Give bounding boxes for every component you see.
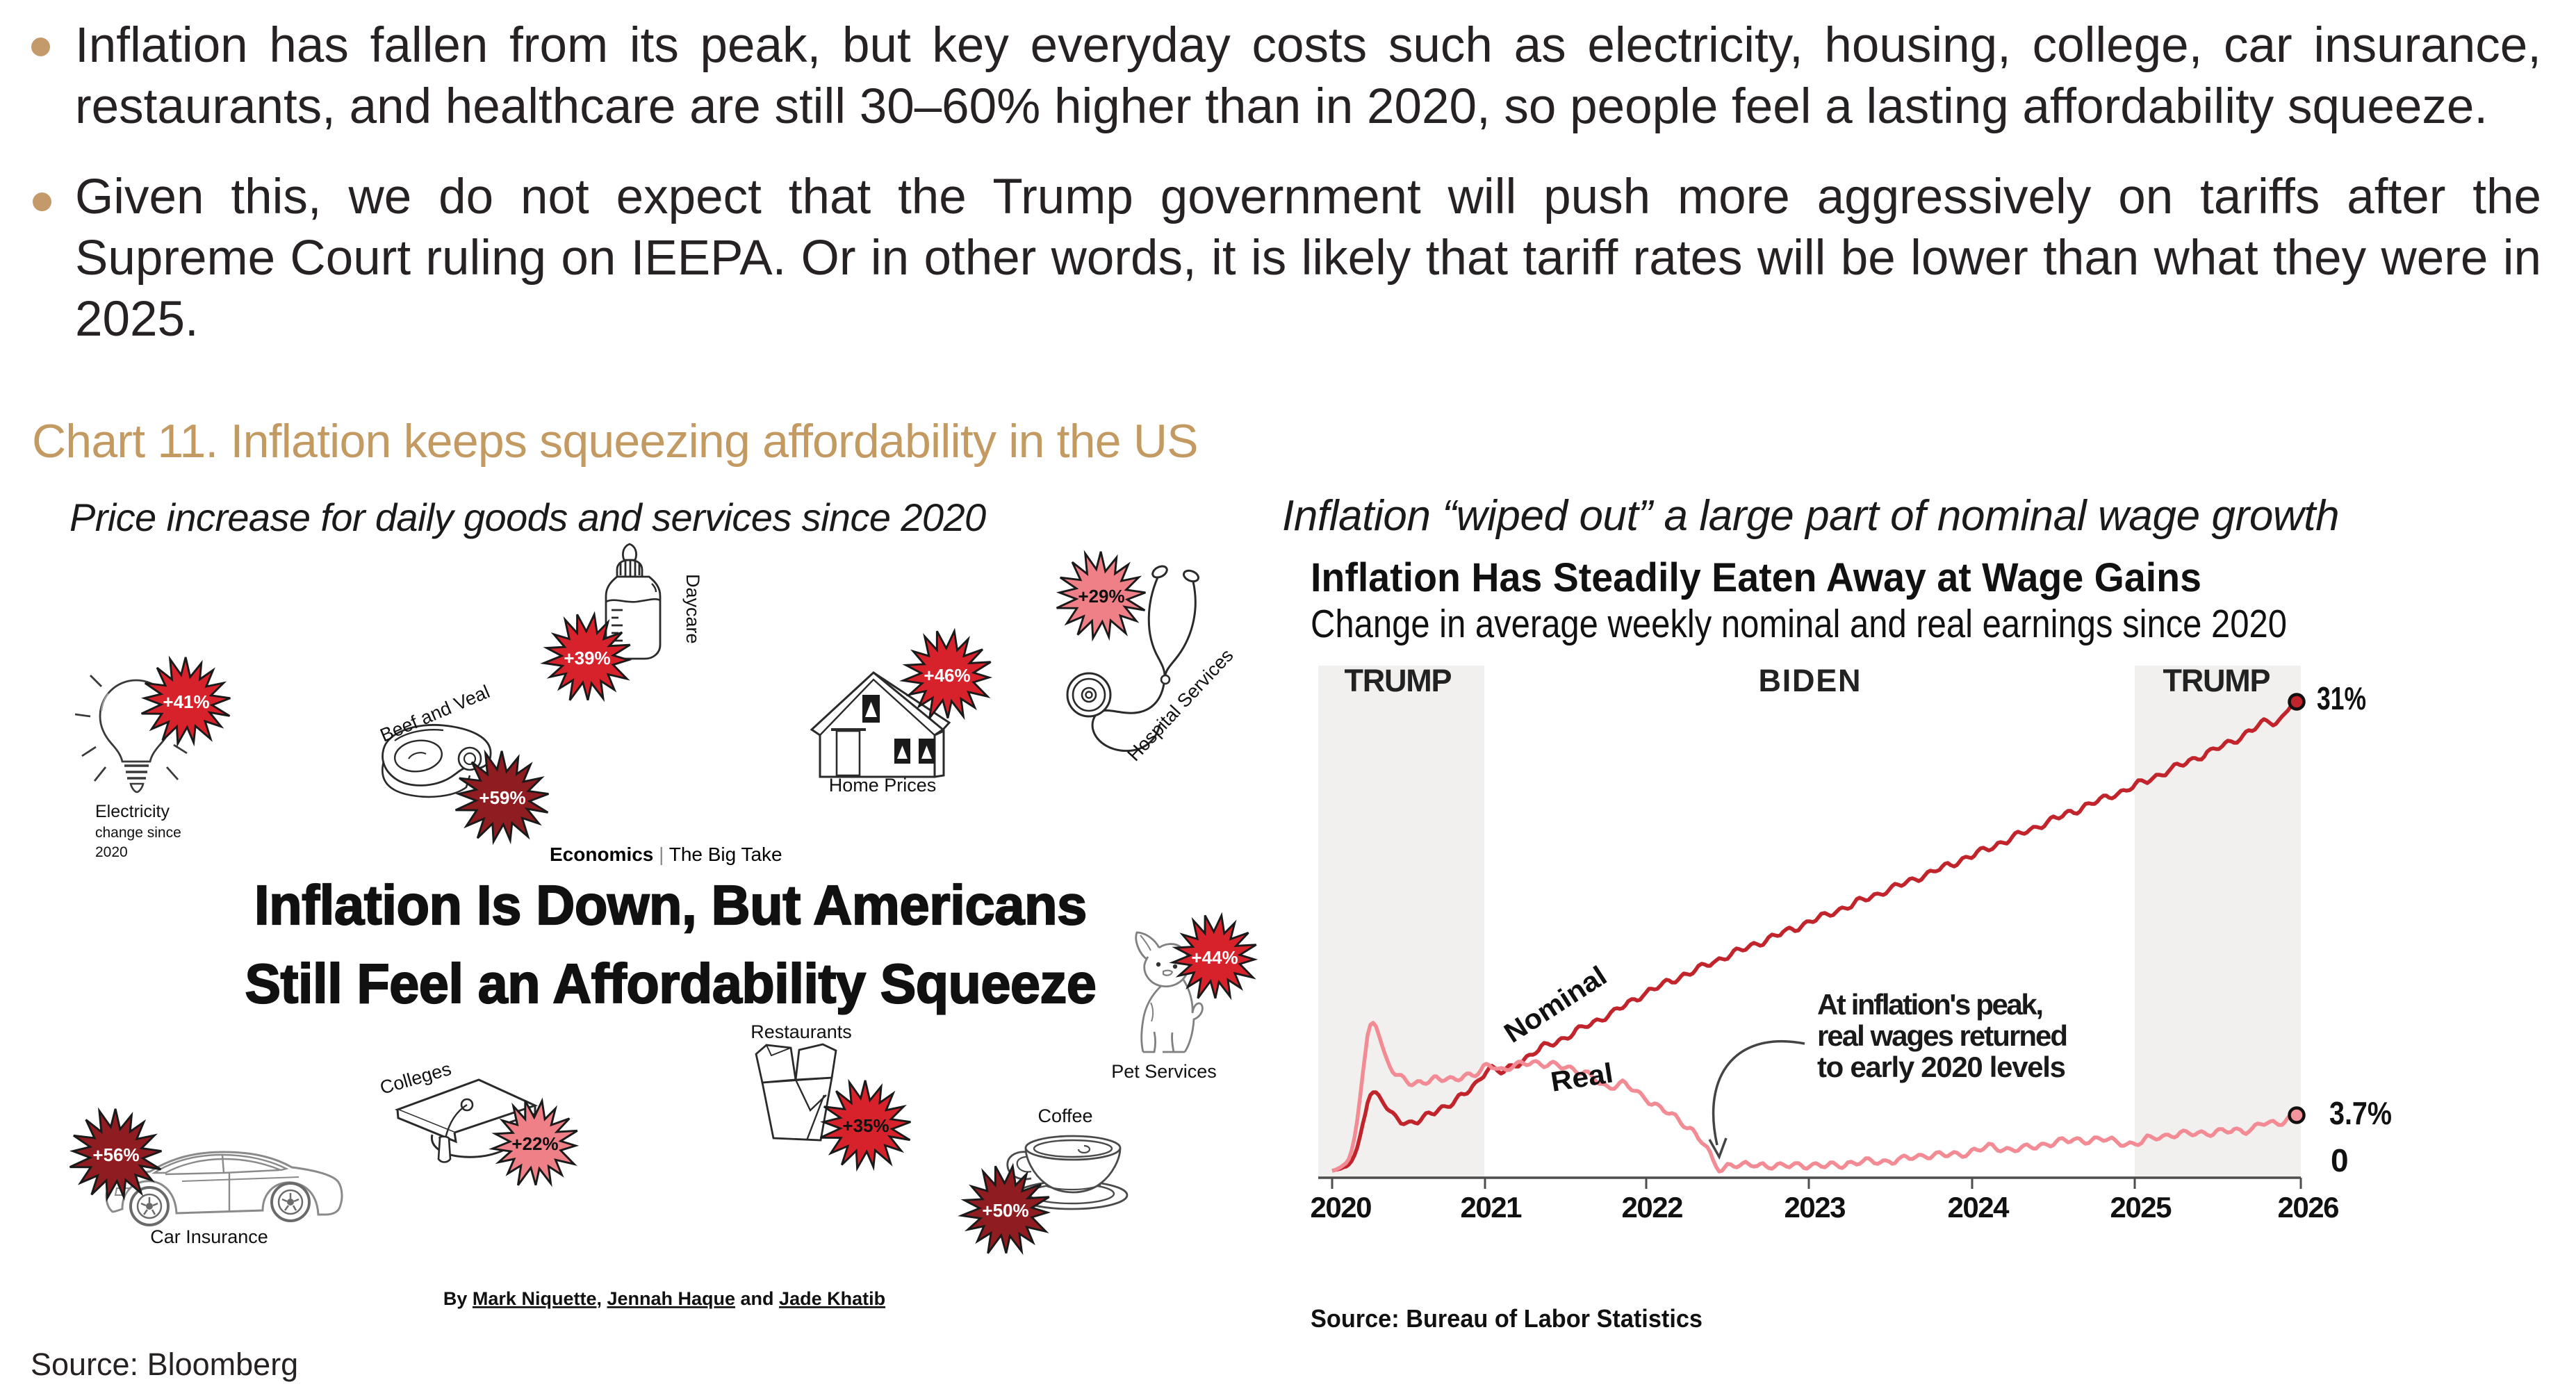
svg-text:2022: 2022 <box>1622 1191 1684 1224</box>
svg-text:Hospital Services: Hospital Services <box>1123 645 1237 765</box>
svg-text:31%: 31% <box>2317 680 2366 716</box>
svg-text:Daycare: Daycare <box>682 574 703 644</box>
svg-text:2026: 2026 <box>2278 1191 2340 1224</box>
svg-text:2023: 2023 <box>1785 1191 1846 1224</box>
svg-text:Pet Services: Pet Services <box>1111 1061 1217 1082</box>
svg-text:+59%: +59% <box>479 787 525 808</box>
svg-text:Car Insurance: Car Insurance <box>150 1226 268 1247</box>
svg-text:+22%: +22% <box>511 1133 558 1154</box>
svg-text:real wages returned: real wages returned <box>1817 1019 2068 1052</box>
svg-text:Restaurants: Restaurants <box>750 1021 852 1042</box>
svg-text:to early 2020 levels: to early 2020 levels <box>1817 1051 2066 1083</box>
svg-text:2020: 2020 <box>95 844 128 860</box>
svg-text:+50%: +50% <box>982 1200 1028 1221</box>
svg-text:Home Prices: Home Prices <box>829 775 937 796</box>
svg-text:+29%: +29% <box>1078 586 1124 607</box>
svg-text:+41%: +41% <box>163 691 209 712</box>
svg-text:Electricity: Electricity <box>95 802 170 821</box>
svg-text:0: 0 <box>2331 1142 2349 1178</box>
svg-text:2024: 2024 <box>1948 1191 2010 1224</box>
svg-text:+39%: +39% <box>564 648 610 668</box>
svg-text:2021: 2021 <box>1461 1191 1523 1224</box>
svg-text:Inflation Has Steadily Eaten A: Inflation Has Steadily Eaten Away at Wag… <box>1311 555 2201 600</box>
svg-text:2020: 2020 <box>1311 1191 1372 1224</box>
svg-text:Source: Bureau of Labor Statis: Source: Bureau of Labor Statistics <box>1311 1304 1703 1333</box>
svg-text:Change in average weekly nomin: Change in average weekly nominal and rea… <box>1311 602 2287 646</box>
svg-text:By Mark Niquette, Jennah Haque: By Mark Niquette, Jennah Haque and Jade … <box>443 1288 885 1309</box>
svg-text:Nominal: Nominal <box>1499 960 1612 1048</box>
svg-text:3.7%: 3.7% <box>2329 1095 2392 1131</box>
svg-text:+44%: +44% <box>1191 947 1238 968</box>
svg-text:+46%: +46% <box>924 665 970 686</box>
svg-text:Still Feel an Affordability Sq: Still Feel an Affordability Squeeze <box>245 953 1097 1014</box>
svg-text:BIDEN: BIDEN <box>1759 663 1861 698</box>
svg-text:+56%: +56% <box>92 1144 139 1165</box>
svg-text:TRUMP: TRUMP <box>2163 663 2271 698</box>
svg-text:+35%: +35% <box>842 1115 889 1136</box>
svg-text:At inflation's peak,: At inflation's peak, <box>1817 988 2044 1021</box>
svg-text:Inflation Is Down, But America: Inflation Is Down, But Americans <box>254 874 1087 936</box>
svg-text:TRUMP: TRUMP <box>1345 663 1452 698</box>
svg-text:2025: 2025 <box>2110 1191 2172 1224</box>
svg-text:Economics | The Big Take: Economics | The Big Take <box>550 844 782 865</box>
svg-text:change since: change since <box>95 825 181 841</box>
svg-text:Coffee: Coffee <box>1037 1105 1092 1126</box>
